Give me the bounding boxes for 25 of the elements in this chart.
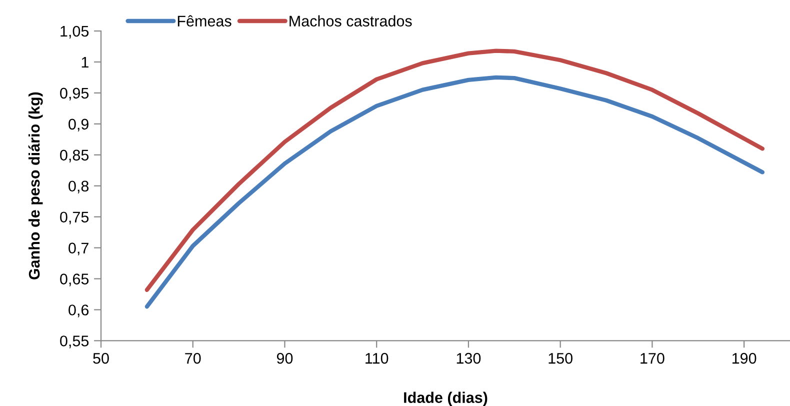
y-tick-label: 1,05: [60, 26, 89, 38]
x-tick-label: 110: [366, 352, 388, 364]
x-tick-label: 150: [548, 352, 572, 364]
y-tick-label: 0,75: [60, 212, 89, 224]
y-tick-label: 0,7: [68, 242, 88, 256]
line-series: [144, 75, 765, 309]
x-tick-label: 90: [276, 352, 293, 364]
y-tick-label: 0,85: [60, 150, 89, 162]
x-tick-label: 50: [93, 352, 109, 364]
y-tick-label: 0,95: [60, 88, 89, 100]
y-tick-label: 0,55: [60, 336, 89, 348]
legend-label: Machos castrados: [290, 15, 412, 27]
x-tick-label: 70: [185, 352, 201, 364]
legend-label: Fêmeas: [178, 15, 232, 27]
x-axis-title: Idade (dias): [404, 392, 488, 406]
y-tick-label: 0,9: [68, 118, 88, 132]
y-axis-title: Ganho de peso diário (kg): [28, 92, 43, 280]
y-tick-label: 0,6: [68, 304, 89, 318]
y-tick-label: 0,65: [60, 274, 89, 286]
x-tick-label: 190: [732, 352, 756, 364]
y-tick-label: 1: [82, 56, 88, 68]
x-tick-label: 170: [640, 352, 664, 364]
line-series: [144, 48, 765, 292]
x-tick-label: 130: [456, 352, 481, 364]
y-tick-label: 0,8: [68, 180, 89, 194]
